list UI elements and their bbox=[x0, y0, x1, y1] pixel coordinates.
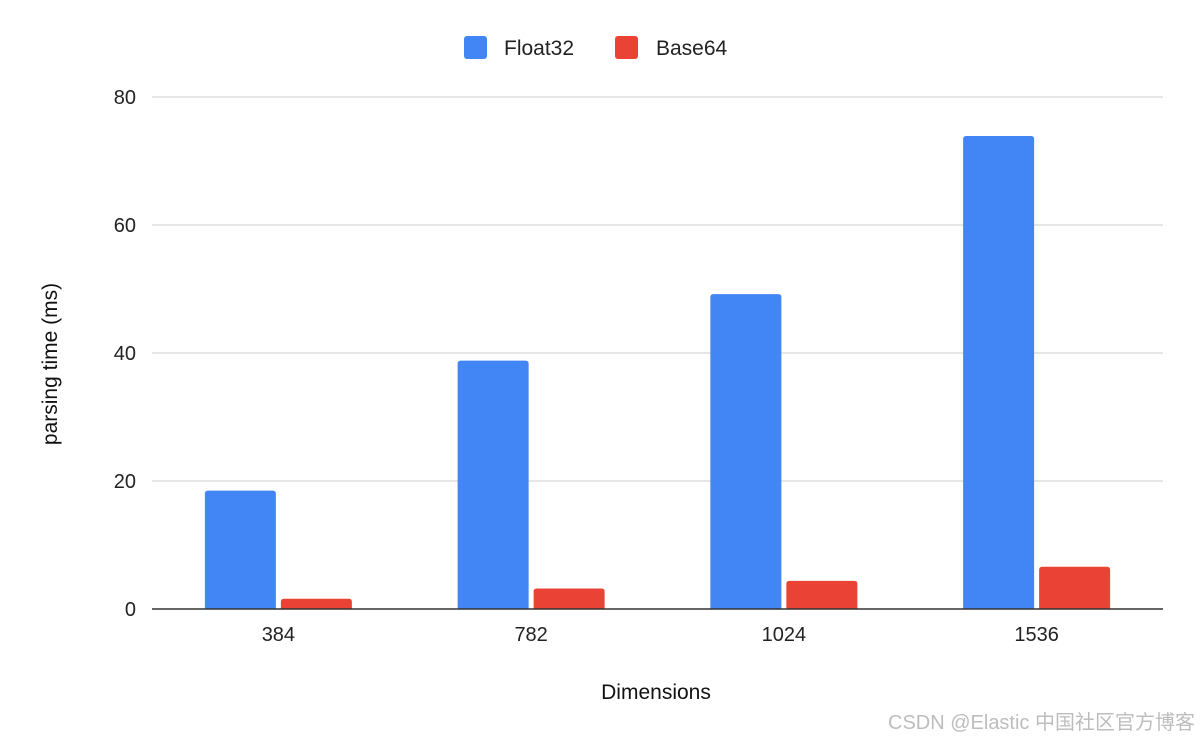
legend-swatch-base64 bbox=[615, 36, 638, 59]
bar-base64-1024 bbox=[786, 580, 858, 609]
bar-float32-782 bbox=[457, 360, 529, 609]
bar-float32-1536 bbox=[963, 136, 1035, 610]
y-tick-label: 40 bbox=[114, 343, 136, 365]
legend-label-float32: Float32 bbox=[504, 37, 574, 60]
x-tick-label: 1024 bbox=[762, 624, 807, 646]
bar-base64-384 bbox=[280, 598, 352, 609]
bar-base64-1536 bbox=[1039, 566, 1111, 609]
bars bbox=[204, 136, 1111, 610]
bar-base64-782 bbox=[533, 588, 605, 609]
x-axis-ticks: 384 782 1024 1536 bbox=[262, 624, 1059, 646]
y-tick-label: 20 bbox=[114, 471, 136, 493]
y-tick-label: 60 bbox=[114, 215, 136, 237]
legend-label-base64: Base64 bbox=[656, 37, 728, 60]
bar-float32-384 bbox=[204, 490, 276, 609]
x-tick-label: 1536 bbox=[1014, 624, 1059, 646]
y-tick-label: 0 bbox=[125, 599, 136, 621]
legend-swatch-float32 bbox=[464, 36, 487, 59]
watermark: CSDN @Elastic 中国社区官方博客 bbox=[888, 711, 1195, 734]
y-axis-title: parsing time (ms) bbox=[39, 283, 62, 445]
x-tick-label: 782 bbox=[514, 624, 547, 646]
y-tick-label: 80 bbox=[114, 87, 136, 109]
bar-float32-1024 bbox=[710, 294, 782, 609]
legend: Float32 Base64 bbox=[464, 36, 728, 60]
x-axis-title: Dimensions bbox=[601, 681, 711, 704]
y-axis-ticks: 0 20 40 60 80 bbox=[114, 87, 136, 621]
x-tick-label: 384 bbox=[262, 624, 295, 646]
